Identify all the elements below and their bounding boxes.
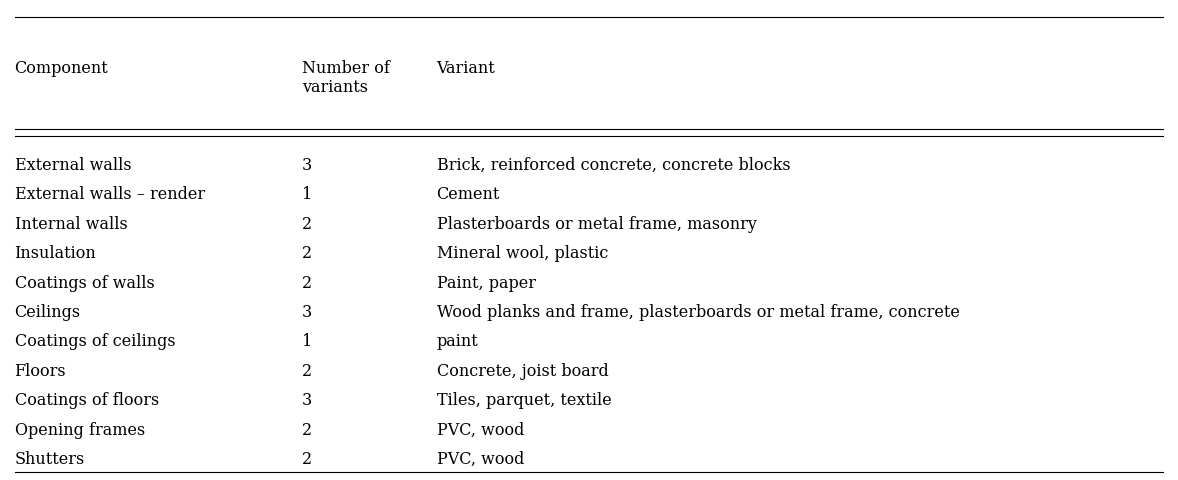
Text: PVC, wood: PVC, wood <box>437 451 524 468</box>
Text: Coatings of ceilings: Coatings of ceilings <box>14 334 176 350</box>
Text: Plasterboards or metal frame, masonry: Plasterboards or metal frame, masonry <box>437 216 756 233</box>
Text: Opening frames: Opening frames <box>14 422 145 439</box>
Text: PVC, wood: PVC, wood <box>437 422 524 439</box>
Text: Number of
variants: Number of variants <box>302 60 390 96</box>
Text: 3: 3 <box>302 157 312 174</box>
Text: Variant: Variant <box>437 60 495 77</box>
Text: 2: 2 <box>302 275 312 292</box>
Text: Component: Component <box>14 60 108 77</box>
Text: Paint, paper: Paint, paper <box>437 275 536 292</box>
Text: External walls: External walls <box>14 157 131 174</box>
Text: Floors: Floors <box>14 363 66 380</box>
Text: 3: 3 <box>302 392 312 409</box>
Text: Insulation: Insulation <box>14 245 97 262</box>
Text: Ceilings: Ceilings <box>14 304 80 321</box>
Text: Brick, reinforced concrete, concrete blocks: Brick, reinforced concrete, concrete blo… <box>437 157 790 174</box>
Text: Tiles, parquet, textile: Tiles, parquet, textile <box>437 392 611 409</box>
Text: Mineral wool, plastic: Mineral wool, plastic <box>437 245 608 262</box>
Text: paint: paint <box>437 334 478 350</box>
Text: Wood planks and frame, plasterboards or metal frame, concrete: Wood planks and frame, plasterboards or … <box>437 304 959 321</box>
Text: 2: 2 <box>302 245 312 262</box>
Text: Coatings of walls: Coatings of walls <box>14 275 154 292</box>
Text: 2: 2 <box>302 422 312 439</box>
Text: Coatings of floors: Coatings of floors <box>14 392 159 409</box>
Text: 2: 2 <box>302 451 312 468</box>
Text: 2: 2 <box>302 216 312 233</box>
Text: Concrete, joist board: Concrete, joist board <box>437 363 608 380</box>
Text: 2: 2 <box>302 363 312 380</box>
Text: Internal walls: Internal walls <box>14 216 127 233</box>
Text: 1: 1 <box>302 334 312 350</box>
Text: External walls – render: External walls – render <box>14 186 205 204</box>
Text: Shutters: Shutters <box>14 451 85 468</box>
Text: Cement: Cement <box>437 186 499 204</box>
Text: 1: 1 <box>302 186 312 204</box>
Text: 3: 3 <box>302 304 312 321</box>
